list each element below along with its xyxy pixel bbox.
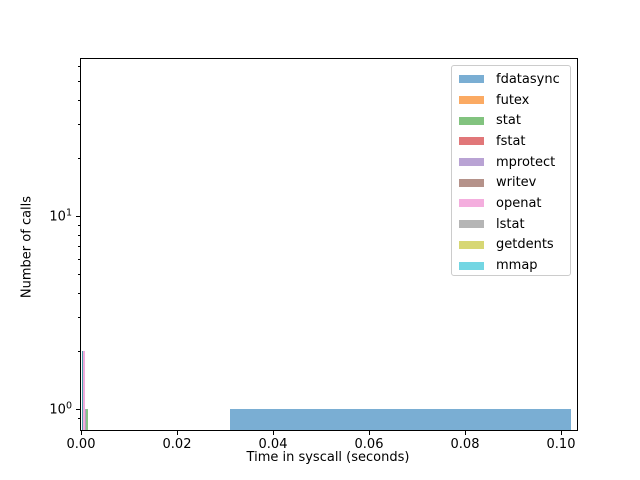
legend-swatch-mmap [459, 261, 484, 270]
legend-item-mmap: mmap [459, 255, 570, 276]
legend-swatch-fdatasync [459, 75, 484, 84]
hist-bar-near-zero-overlap-teal [81, 350, 84, 430]
hist-bar-near-zero-openat-pink [83, 350, 85, 430]
hist-bar-near-zero-stat-green [86, 408, 89, 430]
legend-item-mprotect: mprotect [459, 152, 570, 173]
legend-label: fdatasync [496, 71, 560, 87]
legend-swatch-getdents [459, 240, 484, 249]
legend-item-lstat: lstat [459, 214, 570, 235]
legend-label: fstat [496, 133, 526, 149]
hist-bar-near-zero-overlap-mauve [84, 408, 87, 430]
y-minor-tick [77, 157, 80, 159]
x-tick-label: 0.06 [354, 437, 384, 452]
y-minor-tick [77, 316, 80, 318]
x-tick-label: 0.08 [450, 437, 480, 452]
x-tick [273, 431, 274, 435]
legend-item-openat: openat [459, 193, 570, 214]
legend-item-stat: stat [459, 110, 570, 131]
y-minor-tick [77, 258, 80, 260]
y-axis-label: Number of calls [19, 195, 35, 299]
legend-label: getdents [496, 237, 554, 253]
hist-bar-fdatasync [229, 408, 572, 430]
legend-label: lstat [496, 216, 525, 232]
legend-label: futex [496, 92, 530, 108]
x-tick-label: 0.04 [258, 437, 288, 452]
x-tick [369, 431, 370, 435]
legend-item-fdatasync: fdatasync [459, 69, 570, 90]
legend-item-getdents: getdents [459, 235, 570, 256]
x-tick-label: 0.00 [66, 437, 96, 452]
y-tick-label: 100 [49, 400, 72, 418]
legend-item-fstat: fstat [459, 131, 570, 152]
y-minor-tick [77, 123, 80, 125]
legend-label: mprotect [496, 154, 556, 170]
x-tick [177, 431, 178, 435]
y-minor-tick [77, 417, 80, 419]
x-tick [465, 431, 466, 435]
legend-label: writev [496, 175, 537, 191]
legend-item-writev: writev [459, 172, 570, 193]
y-minor-tick [77, 274, 80, 276]
legend: fdatasync futex stat fstat mprotect writev ope… [451, 65, 571, 276]
y-major-tick [76, 215, 80, 217]
x-tick-label: 0.10 [546, 437, 576, 452]
y-minor-tick [77, 224, 80, 226]
y-minor-tick [77, 234, 80, 236]
legend-swatch-stat [459, 116, 484, 125]
legend-swatch-mprotect [459, 158, 484, 167]
y-minor-tick [77, 292, 80, 294]
x-tick [81, 431, 82, 435]
x-axis-label: Time in syscall (seconds) [246, 450, 410, 465]
y-minor-tick [77, 245, 80, 247]
y-minor-tick [77, 350, 80, 352]
y-tick-label: 101 [49, 207, 72, 225]
legend-swatch-futex [459, 96, 484, 105]
legend-swatch-lstat [459, 220, 484, 229]
y-minor-tick [77, 80, 80, 82]
legend-label: stat [496, 113, 521, 129]
y-major-tick [76, 408, 80, 410]
legend-swatch-fstat [459, 137, 484, 146]
legend-item-futex: futex [459, 90, 570, 111]
legend-swatch-writev [459, 178, 484, 187]
legend-swatch-openat [459, 199, 484, 208]
legend-label: mmap [496, 258, 538, 274]
legend-label: openat [496, 195, 542, 211]
y-minor-tick [77, 65, 80, 67]
x-tick-label: 0.02 [162, 437, 192, 452]
x-tick [561, 431, 562, 435]
y-minor-tick [77, 99, 80, 101]
